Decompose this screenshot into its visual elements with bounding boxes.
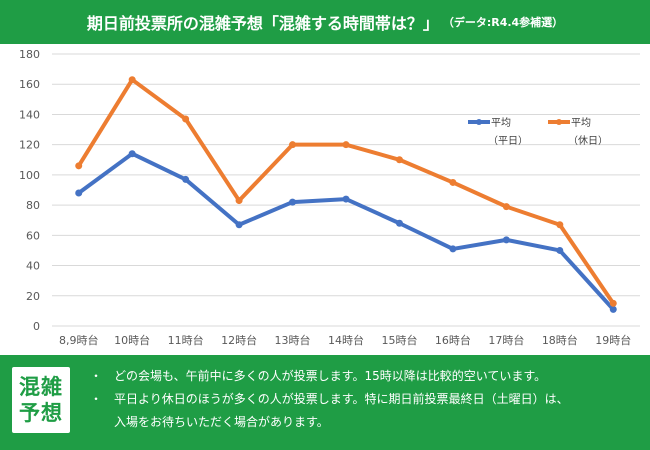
bullet-marker: ・ <box>90 392 103 406</box>
y-tick-label: 20 <box>26 290 40 303</box>
legend-marker-holiday <box>556 119 562 125</box>
data-point <box>289 198 297 206</box>
data-point <box>395 156 403 164</box>
series-lines <box>75 76 617 313</box>
x-tick-label: 17時台 <box>488 333 524 347</box>
y-tick-label: 120 <box>19 139 40 152</box>
y-axis-ticks: 0 20 40 60 80 100 120 140 160 180 <box>19 48 40 333</box>
y-tick-label: 140 <box>19 108 40 121</box>
data-point <box>609 305 617 313</box>
y-tick-label: 180 <box>19 48 40 61</box>
note-text: どの会場も、午前中に多くの人が投票します。15時以降は比較的空いています。 <box>114 369 547 383</box>
line-chart: 0 20 40 60 80 100 120 140 160 180 8,9時台 10時台 11時台 12… <box>19 48 640 347</box>
data-point <box>502 236 510 244</box>
data-point <box>128 76 136 84</box>
forecast-panel: 混雑 予想 ・ どの会場も、午前中に多くの人が投票します。15時以降は比較的空い… <box>0 355 650 450</box>
data-point <box>556 221 564 229</box>
x-tick-label: 10時台 <box>114 333 150 347</box>
forecast-badge: 混雑 予想 <box>12 367 70 433</box>
data-point <box>289 141 297 149</box>
line-chart-area: 0 20 40 60 80 100 120 140 160 180 8,9時台 10時台 11時台 12… <box>0 44 650 355</box>
bullet-marker: ・ <box>90 369 103 383</box>
y-tick-label: 40 <box>26 260 40 273</box>
x-tick-label: 12時台 <box>221 333 257 347</box>
forecast-note-2: ・ 平日より休日のほうが多くの人が投票します。特に期日前投票最終日（土曜日）は、… <box>88 388 642 434</box>
data-point <box>235 197 243 205</box>
grid-lines <box>52 53 640 327</box>
x-tick-label: 14時台 <box>328 333 364 347</box>
legend-label-weekday-line2: （平日） <box>488 135 528 147</box>
data-point <box>128 150 136 158</box>
chart-subtitle: （データ:R4.4参補選） <box>442 16 564 29</box>
badge-text-bottom: 予想 <box>19 401 63 425</box>
x-axis-ticks: 8,9時台 10時台 11時台 12時台 13時台 14時台 15時台 16時台 17時台 18時… <box>59 333 631 347</box>
data-point <box>556 246 564 254</box>
data-point <box>449 245 457 253</box>
x-tick-label: 11時台 <box>168 333 204 347</box>
forecast-notes: ・ どの会場も、午前中に多くの人が投票します。15時以降は比較的空いています。 … <box>88 365 642 434</box>
legend-marker-weekday <box>476 119 482 125</box>
y-tick-label: 80 <box>26 199 40 212</box>
x-tick-label: 8,9時台 <box>59 333 99 347</box>
data-point <box>449 178 457 186</box>
data-point <box>395 219 403 227</box>
series-line-1 <box>77 77 615 305</box>
title-banner: 期日前投票所の混雑予想「混雑する時間帯は？」 （データ:R4.4参補選） <box>0 0 650 44</box>
data-point <box>182 175 190 183</box>
data-point <box>75 189 83 197</box>
y-tick-label: 60 <box>26 229 40 242</box>
data-point <box>609 299 617 307</box>
note-text-continued: 入場をお待ちいただく場合があります。 <box>114 415 329 429</box>
series-line-0 <box>77 151 615 311</box>
x-tick-label: 16時台 <box>435 333 471 347</box>
x-tick-label: 15時台 <box>381 333 417 347</box>
legend-label-holiday-line1: 平均 <box>571 117 591 129</box>
forecast-note-1: ・ どの会場も、午前中に多くの人が投票します。15時以降は比較的空いています。 <box>88 365 642 388</box>
data-point <box>182 115 190 123</box>
y-tick-label: 160 <box>19 78 40 91</box>
note-text: 平日より休日のほうが多くの人が投票します。特に期日前投票最終日（土曜日）は、 <box>114 392 569 406</box>
data-point <box>342 141 350 149</box>
data-point <box>75 162 83 170</box>
x-tick-label: 19時台 <box>595 333 631 347</box>
data-point <box>235 221 243 229</box>
y-tick-label: 0 <box>33 320 40 333</box>
data-point <box>342 195 350 203</box>
x-tick-label: 18時台 <box>542 333 578 347</box>
legend: 平均 （平日） 平均 （休日） <box>468 117 608 147</box>
x-tick-label: 13時台 <box>275 333 311 347</box>
y-tick-label: 100 <box>19 169 40 182</box>
chart-title: 期日前投票所の混雑予想「混雑する時間帯は？」 <box>86 14 439 33</box>
data-point <box>502 203 510 211</box>
legend-label-weekday-line1: 平均 <box>491 117 511 129</box>
badge-text-top: 混雑 <box>19 375 63 399</box>
legend-label-holiday-line2: （休日） <box>568 135 608 147</box>
